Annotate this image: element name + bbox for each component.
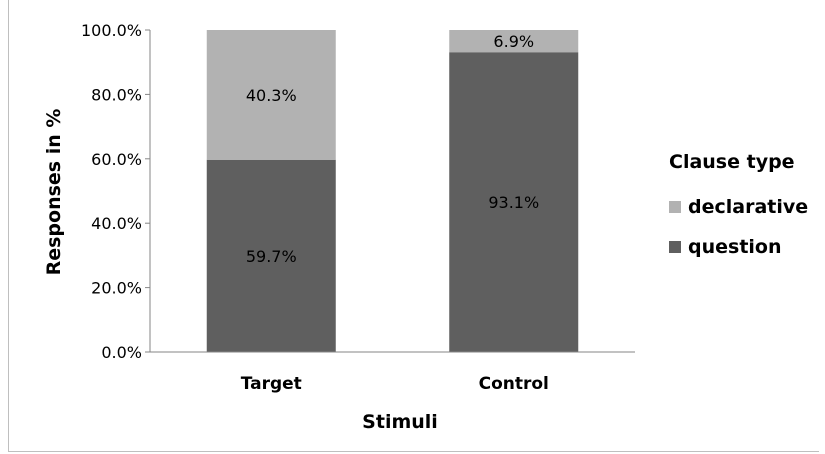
y-tick-label: 20.0% bbox=[91, 279, 142, 298]
data-label: 6.9% bbox=[493, 32, 534, 51]
x-tick-label: Control bbox=[479, 374, 549, 394]
chart-frame bbox=[8, 0, 819, 452]
data-label: 40.3% bbox=[246, 86, 297, 105]
bar-segment-question bbox=[206, 159, 336, 352]
bar-segment-declarative bbox=[449, 30, 579, 53]
data-label: 93.1% bbox=[488, 193, 539, 212]
legend-label-question: question bbox=[688, 236, 782, 258]
x-axis-label: Stimuli bbox=[362, 411, 438, 433]
legend-label-declarative: declarative bbox=[688, 196, 808, 218]
data-label: 59.7% bbox=[246, 247, 297, 266]
legend-title: Clause type bbox=[669, 151, 795, 173]
y-tick-label: 0.0% bbox=[101, 343, 142, 362]
y-tick-label: 40.0% bbox=[91, 214, 142, 233]
y-tick-label: 100.0% bbox=[81, 21, 142, 40]
legend-swatch-question bbox=[669, 241, 681, 253]
y-axis-label: Responses in % bbox=[43, 109, 65, 276]
y-axis: 0.0% 20.0% 40.0% 60.0% 80.0% 100.0% bbox=[81, 21, 151, 362]
bars: 59.7% 40.3% 93.1% 6.9% bbox=[206, 30, 579, 353]
bar-segment-declarative bbox=[206, 30, 336, 160]
x-tick-label: Target bbox=[241, 374, 302, 394]
y-tick-label: 60.0% bbox=[91, 150, 142, 169]
legend: Clause type declarative question bbox=[669, 151, 808, 258]
x-axis: Target Control bbox=[150, 351, 635, 394]
legend-swatch-declarative bbox=[669, 201, 681, 213]
bar-segment-question bbox=[449, 52, 579, 353]
y-tick-label: 80.0% bbox=[91, 85, 142, 104]
